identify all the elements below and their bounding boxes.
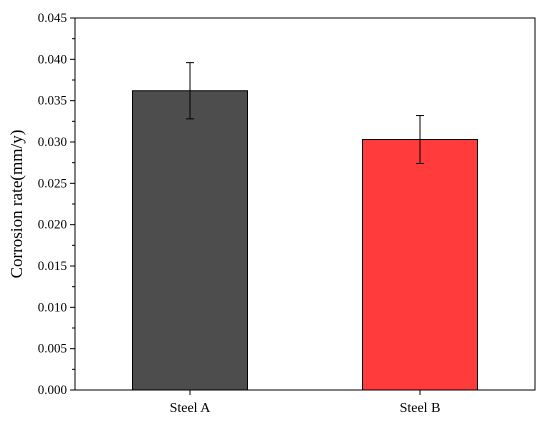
y-axis: 0.000 0.005 0.010 0.015 0.020 0.025 0.030 0.035…	[38, 10, 75, 397]
y-axis-title: Corrosion rate(mm/y)	[7, 130, 26, 279]
y-tick-label: 0.000	[38, 382, 67, 397]
y-tick-label: 0.045	[38, 10, 67, 25]
y-tick-label: 0.035	[38, 93, 67, 108]
y-tick-label: 0.005	[38, 341, 67, 356]
y-tick-label: 0.025	[38, 175, 67, 190]
bar-steel-a	[132, 90, 248, 391]
bars	[132, 90, 478, 391]
y-tick-label: 0.010	[38, 299, 67, 314]
y-tick-label: 0.040	[38, 51, 67, 66]
x-tick-label: Steel B	[400, 401, 441, 416]
x-tick-label: Steel A	[170, 401, 212, 416]
x-axis: Steel A Steel B	[170, 390, 441, 416]
bar-steel-b	[362, 139, 478, 391]
y-tick-label: 0.020	[38, 217, 67, 232]
y-tick-label: 0.015	[38, 258, 67, 273]
y-tick-label: 0.030	[38, 134, 67, 149]
error-bars	[186, 62, 424, 164]
